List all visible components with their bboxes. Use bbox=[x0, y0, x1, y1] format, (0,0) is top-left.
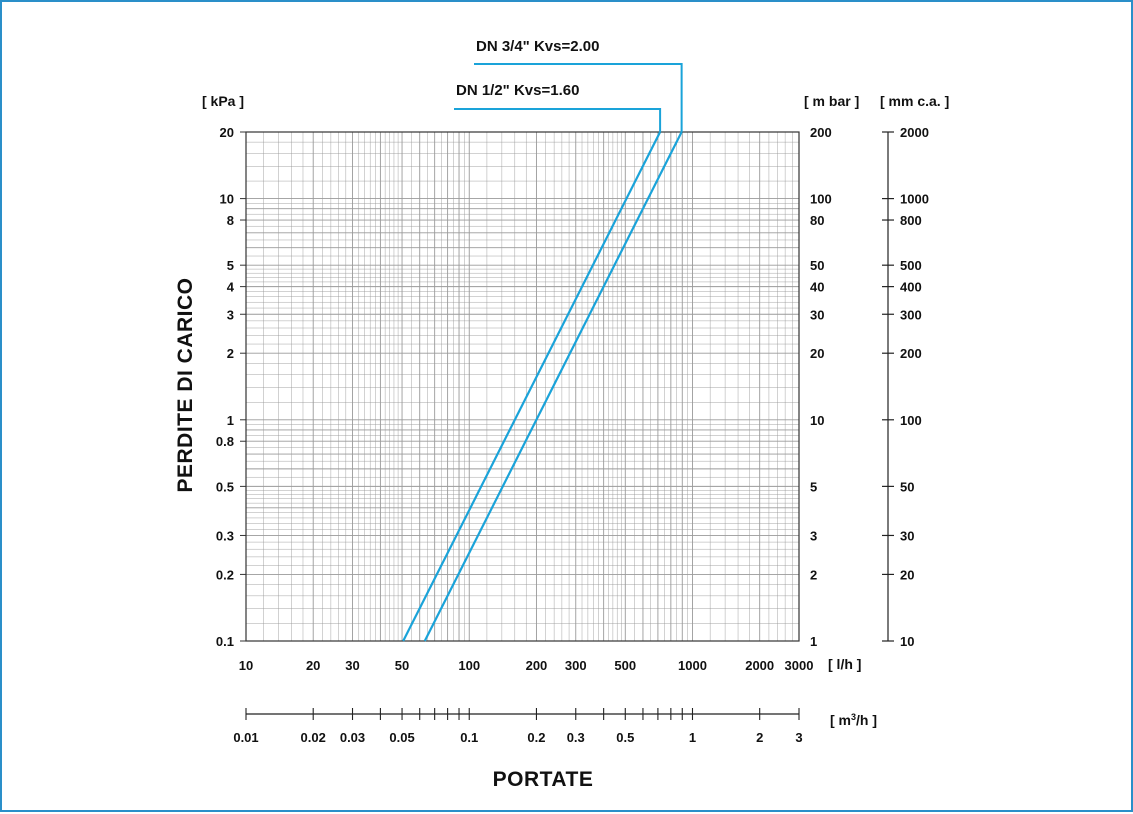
x2-tick-label: 0.5 bbox=[616, 730, 634, 745]
x-unit-lh: [ l/h ] bbox=[828, 656, 861, 672]
series-lines bbox=[402, 63, 683, 642]
x2-tick-label: 0.05 bbox=[389, 730, 414, 745]
y-tick-label: 0.8 bbox=[216, 434, 234, 449]
x2-tick-label: 0.02 bbox=[301, 730, 326, 745]
y-tick-label: 8 bbox=[227, 213, 234, 228]
x-tick-label: 50 bbox=[395, 658, 409, 673]
y3-tick-label: 10 bbox=[900, 634, 914, 649]
y3-tick-label: 30 bbox=[900, 528, 914, 543]
grid bbox=[240, 131, 800, 642]
y-tick-label: 0.5 bbox=[216, 479, 234, 494]
series-leader-0 bbox=[454, 108, 662, 132]
y2-tick-label: 80 bbox=[810, 213, 824, 228]
y-tick-label: 5 bbox=[227, 258, 234, 273]
y3-tick-label: 300 bbox=[900, 307, 922, 322]
y3-tick-label: 100 bbox=[900, 413, 922, 428]
y3-tick-label: 50 bbox=[900, 479, 914, 494]
y-tick-label: 0.2 bbox=[216, 567, 234, 582]
x2-tick-label: 0.03 bbox=[340, 730, 365, 745]
series-label-dn-3-4: DN 3/4" Kvs=2.00 bbox=[476, 38, 599, 55]
y3-tick-label: 500 bbox=[900, 258, 922, 273]
y2-tick-label: 3 bbox=[810, 528, 817, 543]
plot-border bbox=[245, 131, 800, 642]
y-tick-label: 10 bbox=[220, 192, 234, 207]
y3-tick-label: 800 bbox=[900, 213, 922, 228]
mm-ca-axis bbox=[882, 131, 894, 642]
series-line-0 bbox=[402, 131, 662, 642]
y3-tick-label: 400 bbox=[900, 280, 922, 295]
m3h-axis bbox=[245, 708, 800, 720]
x2-tick-label: 0.2 bbox=[527, 730, 545, 745]
y2-tick-label: 5 bbox=[810, 479, 817, 494]
x2-tick-label: 0.1 bbox=[460, 730, 478, 745]
x-tick-label: 300 bbox=[565, 658, 587, 673]
x-tick-label: 30 bbox=[345, 658, 359, 673]
y2-tick-label: 40 bbox=[810, 280, 824, 295]
x2-tick-label: 0.3 bbox=[567, 730, 585, 745]
tick-labels: 0.1 0.2 0.3 0.5 0.8 1 2 3 4 5 8 10 20 1 2 3 5 10 20 30 40 50 8… bbox=[216, 125, 929, 745]
x2-tick-label: 3 bbox=[795, 730, 802, 745]
y2-tick-label: 2 bbox=[810, 567, 817, 582]
x2-unit-m3h: [ m3/h ] bbox=[830, 712, 877, 728]
x2-tick-label: 0.01 bbox=[233, 730, 258, 745]
y-tick-label: 3 bbox=[227, 307, 234, 322]
x-axis-title: PORTATE bbox=[493, 768, 594, 791]
y2-tick-label: 50 bbox=[810, 258, 824, 273]
x-tick-label: 200 bbox=[526, 658, 548, 673]
x-tick-label: 1000 bbox=[678, 658, 707, 673]
y3-tick-label: 1000 bbox=[900, 192, 929, 207]
y-unit-kpa: [ kPa ] bbox=[202, 93, 244, 109]
y2-tick-label: 10 bbox=[810, 413, 824, 428]
y-tick-label: 1 bbox=[227, 413, 234, 428]
y-tick-label: 0.3 bbox=[216, 528, 234, 543]
y2-tick-label: 100 bbox=[810, 192, 832, 207]
x-tick-label: 2000 bbox=[745, 658, 774, 673]
x-tick-label: 500 bbox=[614, 658, 636, 673]
y2-tick-label: 20 bbox=[810, 346, 824, 361]
y-tick-label: 20 bbox=[220, 125, 234, 140]
x-tick-label: 3000 bbox=[785, 658, 814, 673]
x2-tick-label: 1 bbox=[689, 730, 696, 745]
y2-tick-label: 30 bbox=[810, 307, 824, 322]
y3-tick-label: 200 bbox=[900, 346, 922, 361]
y-tick-label: 2 bbox=[227, 346, 234, 361]
y-axis-title: PERDITE DI CARICO bbox=[174, 277, 197, 492]
y2-tick-label: 1 bbox=[810, 634, 817, 649]
x2-tick-label: 2 bbox=[756, 730, 763, 745]
y3-tick-label: 20 bbox=[900, 567, 914, 582]
y3-unit-mmca: [ mm c.a. ] bbox=[880, 93, 949, 109]
y3-tick-label: 2000 bbox=[900, 125, 929, 140]
y2-unit-mbar: [ m bar ] bbox=[804, 93, 859, 109]
series-leader-1 bbox=[474, 63, 683, 132]
series-line-1 bbox=[423, 131, 683, 642]
y-tick-label: 0.1 bbox=[216, 634, 234, 649]
x-tick-label: 20 bbox=[306, 658, 320, 673]
y2-tick-label: 200 bbox=[810, 125, 832, 140]
x-tick-label: 10 bbox=[239, 658, 253, 673]
y-tick-label: 4 bbox=[227, 280, 235, 295]
x-tick-label: 100 bbox=[458, 658, 480, 673]
series-label-dn-1-2: DN 1/2" Kvs=1.60 bbox=[456, 82, 579, 99]
